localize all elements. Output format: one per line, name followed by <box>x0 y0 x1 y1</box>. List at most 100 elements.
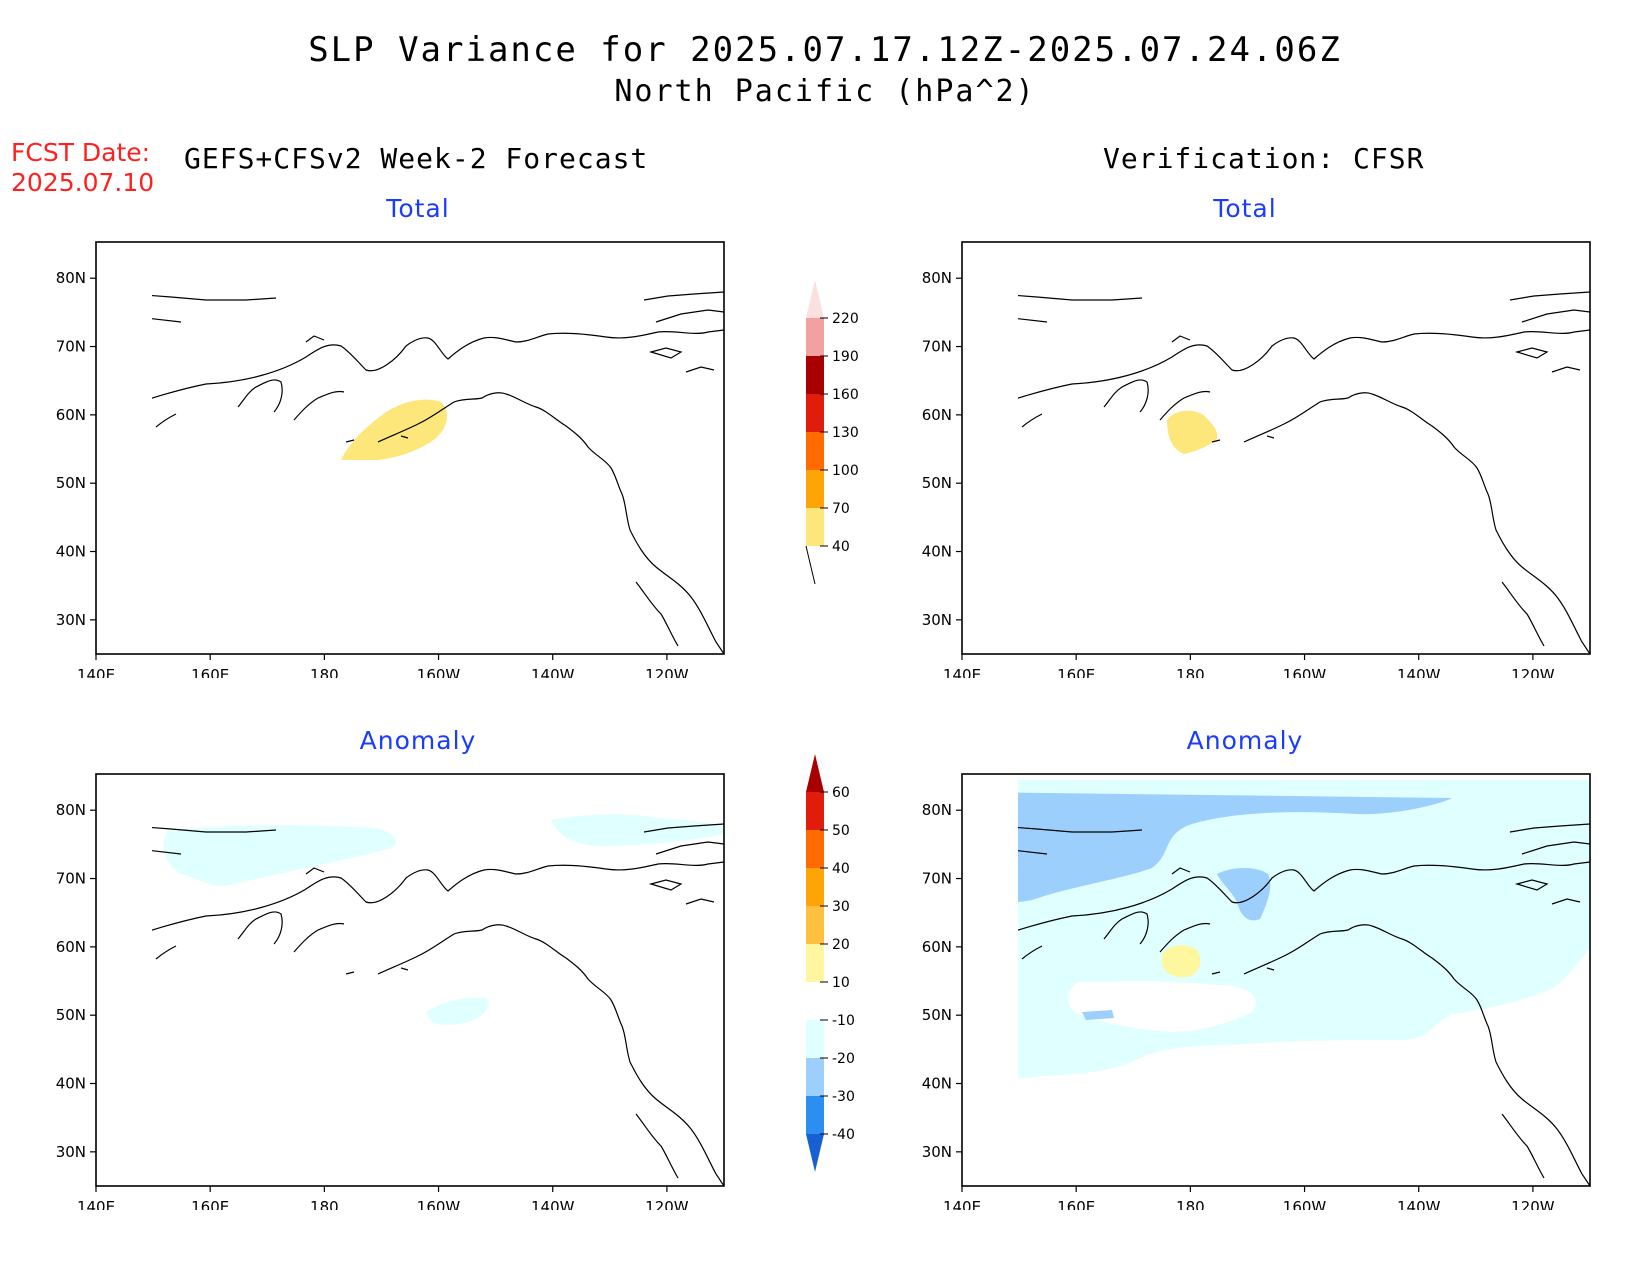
map-frame <box>95 773 725 1187</box>
coastline <box>1159 390 1211 421</box>
lat-tick-label: 70N <box>56 870 86 888</box>
coastline <box>635 581 679 647</box>
coastline <box>293 922 345 953</box>
lat-tick-label: 60N <box>922 938 952 956</box>
lat-tick-label: 80N <box>56 269 86 287</box>
coastline <box>1211 439 1221 443</box>
coastline <box>152 294 277 301</box>
coastline <box>962 980 972 1086</box>
coastline <box>1103 911 1149 945</box>
coastline <box>1018 294 1143 301</box>
coastline <box>648 347 683 359</box>
lon-tick-label: 120W <box>1511 1198 1555 1210</box>
variance-40-70-region <box>341 399 448 460</box>
colorbar-swatch <box>806 356 824 394</box>
colorbar-bottom-arrow <box>805 545 816 585</box>
colorbar-top-arrow <box>806 280 824 318</box>
anomaly-minus10-region <box>426 997 488 1025</box>
map-panel-verif-anomaly: 140E 160E 180 160W 140W 120W 80N 70N 60N 50N 40N 30… <box>922 773 1591 1210</box>
figure-title: SLP Variance for 2025.07.17.12Z-2025.07.… <box>308 30 1342 70</box>
coastline <box>1103 379 1149 413</box>
lat-tick-label: 30N <box>922 611 952 629</box>
lon-tick-label: 180 <box>310 1198 339 1210</box>
lat-tick-label: 80N <box>922 801 952 819</box>
coastline <box>1021 945 1043 960</box>
coastline <box>152 850 182 855</box>
coastline <box>1501 1113 1545 1179</box>
lat-tick-label: 50N <box>56 1006 86 1024</box>
coastline <box>1514 347 1549 359</box>
lat-tick-label: 30N <box>922 1143 952 1161</box>
coastline <box>1171 335 1191 343</box>
coastline <box>152 826 277 833</box>
lat-tick-label: 80N <box>56 801 86 819</box>
lat-tick-label: 60N <box>56 938 86 956</box>
lon-tick-label: 140W <box>1397 666 1441 678</box>
lat-tick-label: 60N <box>922 406 952 424</box>
lat-tick-label: 70N <box>56 338 86 356</box>
colorbar-label: 50 <box>832 823 850 839</box>
coastline <box>655 841 725 855</box>
colorbar-total: 40 70 100 130 160 190 220 <box>805 280 859 585</box>
anomaly-10-20-region <box>962 949 994 980</box>
colorbar-bottom-arrow <box>806 1134 824 1172</box>
coastline <box>685 366 715 373</box>
coastline <box>1171 867 1191 875</box>
coastline <box>400 435 409 439</box>
coastline <box>96 448 106 554</box>
panel-title-verif-anomaly: Anomaly <box>1186 726 1304 755</box>
coastline <box>1514 879 1549 891</box>
coastline <box>1509 291 1591 301</box>
map-plot-area: 140E 160E 180 160W 140W 120W 80N 70N 60N 50N 40N 30… <box>922 241 1591 678</box>
coastline <box>1018 318 1048 323</box>
coastline <box>648 879 683 891</box>
lat-tick-label: 40N <box>922 1075 952 1093</box>
lon-tick-label: 160W <box>417 1198 461 1210</box>
forecast-date-value: 2025.07.10 <box>11 168 155 197</box>
colorbar-label: 100 <box>832 463 859 479</box>
map-content <box>96 291 725 655</box>
lon-tick-label: 120W <box>1511 666 1555 678</box>
lat-tick-label: 40N <box>56 1075 86 1093</box>
lat-tick-label: 50N <box>922 1006 952 1024</box>
map-frame <box>961 241 1591 655</box>
anomaly-minus20-region <box>1082 1010 1114 1020</box>
coastline <box>1521 841 1591 855</box>
colorbar-label: -20 <box>832 1051 855 1067</box>
coastline <box>305 335 325 343</box>
colorbar-label: 160 <box>832 387 859 403</box>
lat-tick-label: 30N <box>56 1143 86 1161</box>
colorbar-top-arrow <box>806 754 824 792</box>
colorbar-label: -40 <box>832 1127 855 1143</box>
anomaly-minus10-region <box>163 825 396 886</box>
colorbar-swatch <box>806 1020 824 1058</box>
coastline <box>1551 898 1581 905</box>
coastline <box>643 823 725 833</box>
lon-tick-label: 140W <box>1397 1198 1441 1210</box>
colorbar-swatch <box>806 830 824 868</box>
coastline <box>1018 329 1591 399</box>
anomaly-minus20-region <box>1217 868 1271 921</box>
colorbar-swatch <box>806 1058 824 1096</box>
coastline <box>377 924 725 1187</box>
coastline <box>152 318 182 323</box>
lon-tick-label: 180 <box>1176 666 1205 678</box>
lon-tick-label: 180 <box>1176 1198 1205 1210</box>
colorbar-swatch <box>806 944 824 982</box>
colorbar-label: 40 <box>832 861 850 877</box>
map-panel-fcst-anomaly: 140E 160E 180 160W 140W 120W 80N 70N 60N 50N 40N 30… <box>56 773 725 1210</box>
coastline <box>1018 826 1143 833</box>
colorbar-label: 10 <box>832 975 850 991</box>
lat-tick-label: 70N <box>922 870 952 888</box>
colorbar-label: 130 <box>832 425 859 441</box>
lat-tick-label: 70N <box>922 338 952 356</box>
anomaly-minus10-region <box>551 814 724 847</box>
colorbar-label: 30 <box>832 899 850 915</box>
coastline <box>1021 413 1043 428</box>
colorbar-swatch <box>806 508 824 546</box>
anomaly-minus10-region <box>118 898 134 906</box>
coastline <box>1211 971 1221 975</box>
coastline <box>345 971 355 975</box>
coastline <box>655 309 725 323</box>
